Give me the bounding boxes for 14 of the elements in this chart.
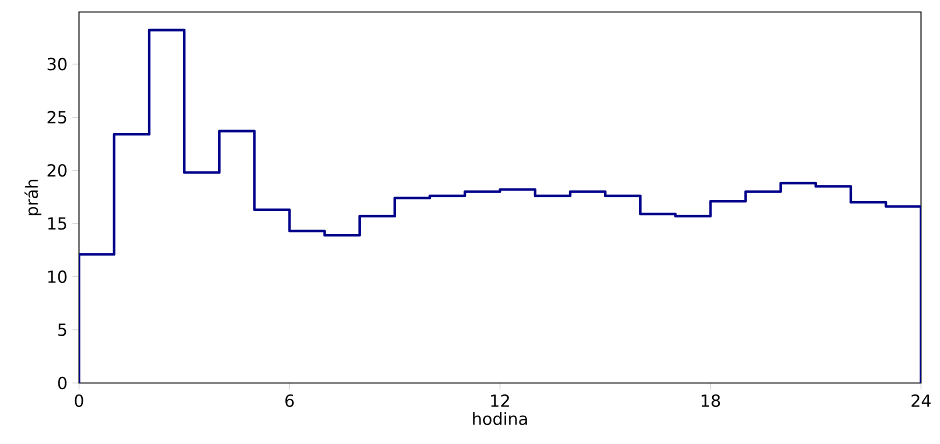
y-tick-label: 15 — [48, 217, 66, 230]
y-tick-label: 30 — [48, 58, 67, 70]
y-tick-label: 0 — [58, 376, 67, 390]
x-tick-label: 6 — [285, 394, 294, 407]
y-tick-label: 5 — [58, 324, 66, 336]
x-tick-label: 12 — [491, 394, 509, 407]
x-tick-label: 24 — [912, 394, 931, 407]
y-axis-title: práh — [24, 180, 42, 216]
x-axis-title: hodina — [473, 412, 527, 426]
y-tick-label: 25 — [48, 110, 66, 124]
x-tick-label: 18 — [702, 394, 720, 407]
x-tick-label: 0 — [74, 394, 84, 407]
y-tick-label: 10 — [48, 270, 67, 283]
y-tick-label: 20 — [48, 164, 67, 177]
